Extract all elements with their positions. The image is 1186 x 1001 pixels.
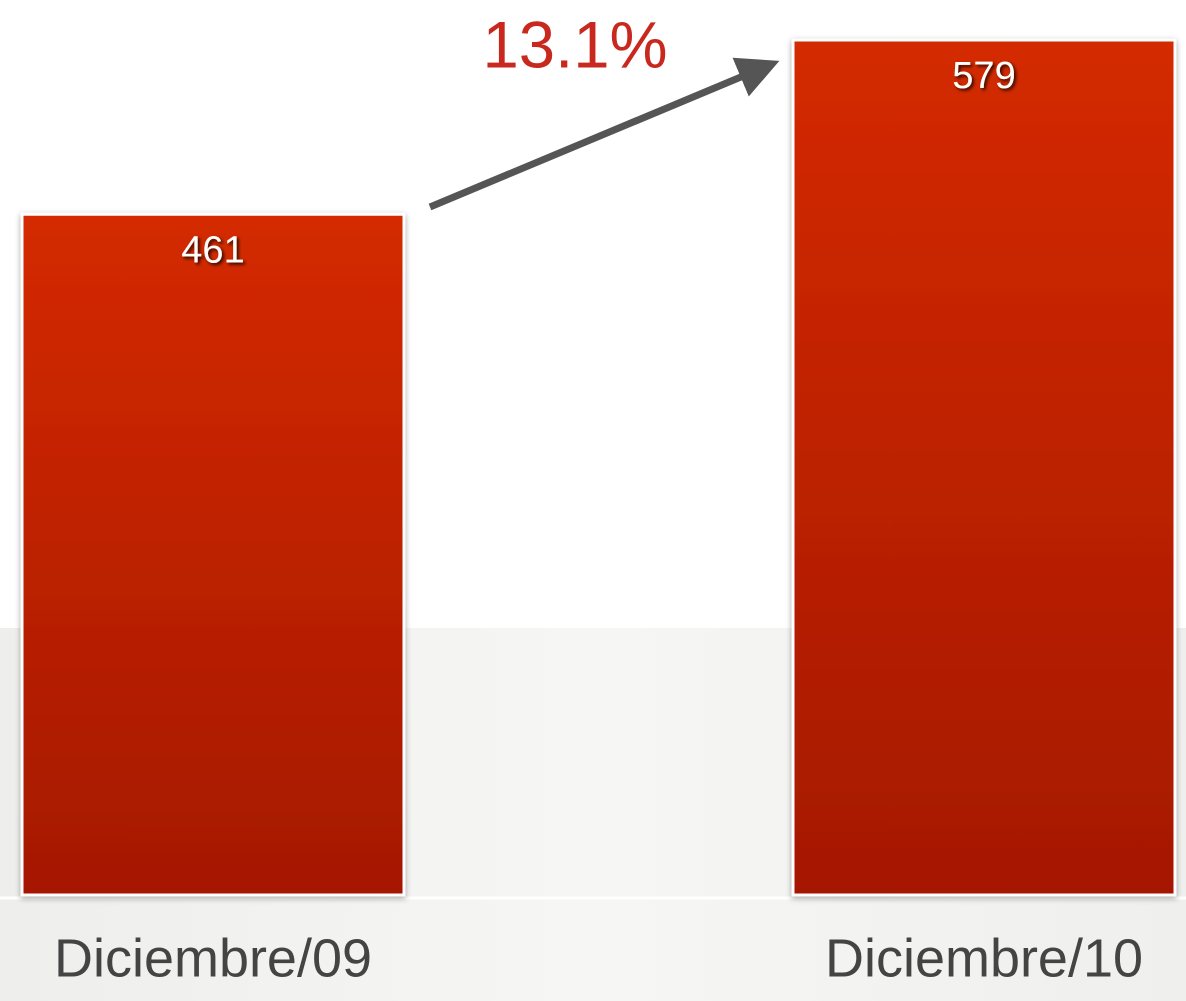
bar: [20, 212, 406, 897]
bar: [791, 38, 1177, 897]
data-label: 579: [952, 55, 1015, 97]
x-tick-label: Diciembre/09: [54, 928, 372, 988]
x-tick-label: Diciembre/10: [825, 928, 1143, 988]
bars: 461 579: [20, 38, 1177, 897]
data-label: 461: [181, 229, 244, 271]
growth-arrow: [428, 57, 780, 211]
growth-annotation: 13.1%: [483, 7, 668, 81]
